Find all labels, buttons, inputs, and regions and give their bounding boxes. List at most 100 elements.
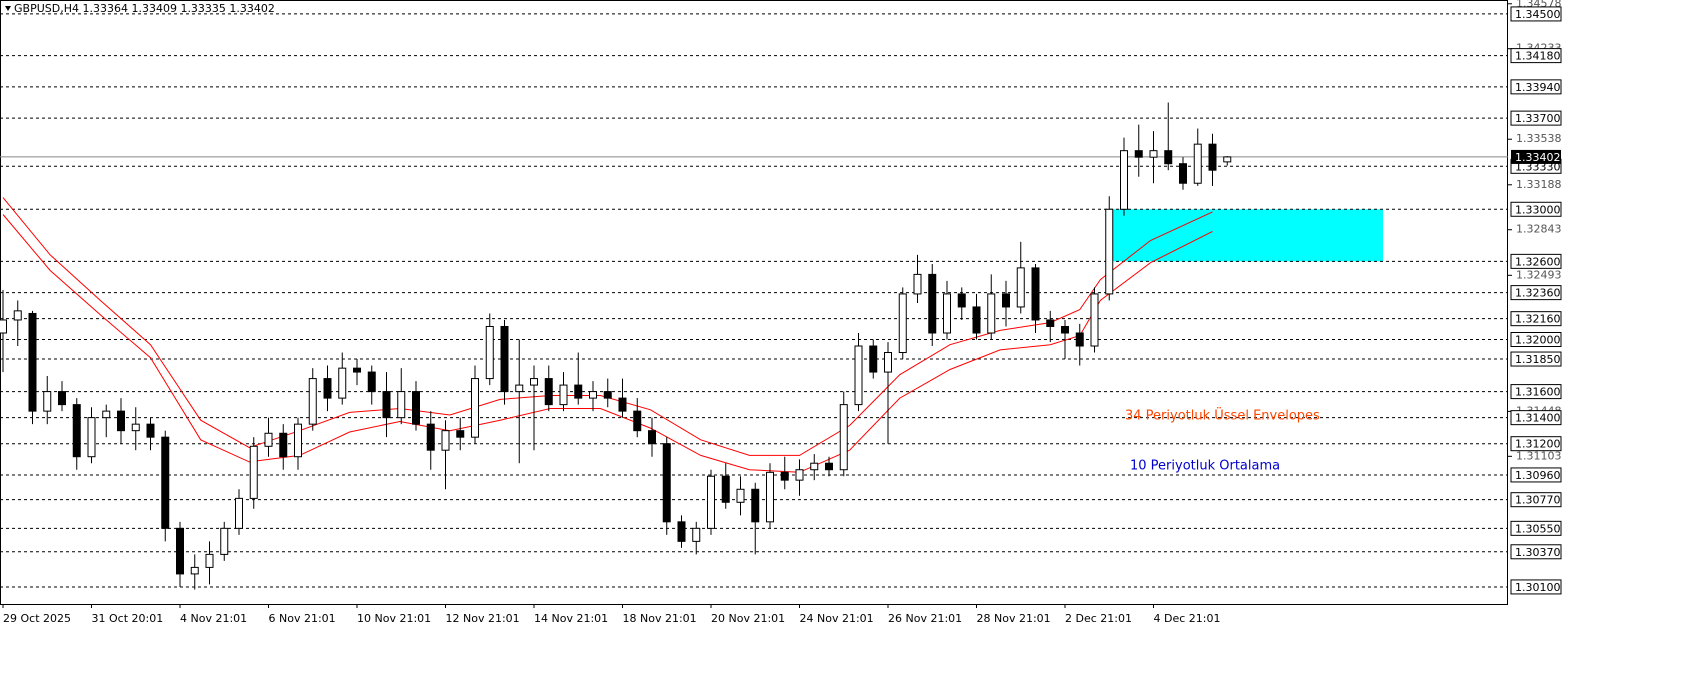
candle-body [500, 325, 509, 393]
candle-body [603, 391, 612, 399]
candle-body [1016, 267, 1025, 308]
x-tick-label: 2 Dec 21:01 [1065, 612, 1132, 625]
candle-body [323, 378, 332, 399]
x-tick-label: 26 Nov 21:01 [888, 612, 962, 625]
candle-body [1134, 150, 1143, 158]
level-label: 1.32160 [1515, 313, 1561, 326]
level-label: 1.31850 [1515, 353, 1561, 366]
candle-body [249, 445, 258, 499]
candle-body [751, 488, 760, 523]
x-tick-label: 20 Nov 21:01 [711, 612, 785, 625]
candle-body [825, 462, 833, 471]
level-box [1510, 6, 1562, 22]
candle-body [0, 319, 7, 334]
y-tick-label: 1.32493 [1516, 268, 1562, 281]
candle-body [1193, 143, 1202, 184]
level-box [1510, 384, 1562, 400]
level-box [1510, 351, 1562, 367]
candle-body [1090, 293, 1099, 347]
candle-body [146, 423, 155, 438]
chart-header: GBPUSD,H4 1.33364 1.33409 1.33335 1.3340… [14, 2, 275, 15]
candle-body [648, 430, 656, 445]
candle-body [1208, 143, 1217, 171]
price-label: 1.33402 [1515, 151, 1561, 164]
candle-body [854, 345, 863, 406]
candle-body [426, 423, 435, 451]
candle-body [1075, 332, 1084, 347]
candle-body [721, 475, 730, 503]
level-box [1510, 436, 1562, 452]
candle-body [471, 378, 479, 438]
annotation: 34 Periyotluk Üssel Envelopes [1125, 407, 1320, 424]
candle-body [530, 378, 538, 386]
candle-body [205, 553, 214, 568]
candle-body [677, 521, 686, 542]
x-tick-label: 10 Nov 21:01 [357, 612, 431, 625]
level-label: 1.33700 [1515, 112, 1561, 125]
level-label: 1.31600 [1515, 386, 1561, 399]
level-box [1510, 253, 1562, 269]
envelope-line [2, 214, 1213, 473]
candle-body [1179, 163, 1187, 184]
y-tick-label: 1.33188 [1516, 178, 1562, 191]
level-label: 1.30550 [1515, 522, 1561, 535]
candle-body [559, 384, 568, 406]
level-label: 1.33000 [1515, 203, 1561, 216]
zone [1109, 209, 1384, 262]
candle-body [544, 378, 553, 406]
level-label: 1.31400 [1515, 412, 1561, 425]
candle-body [839, 404, 848, 471]
candle-body [397, 391, 406, 419]
candle-body [102, 410, 111, 419]
candle-body [131, 423, 140, 432]
candle-body [117, 410, 125, 432]
level-box [1510, 520, 1562, 536]
candle-body [1223, 156, 1232, 163]
x-tick-label: 4 Dec 21:01 [1154, 612, 1221, 625]
y-tick-label: 1.31103 [1516, 449, 1562, 462]
y-tick-label: 1.33538 [1516, 132, 1562, 145]
x-tick-label: 4 Nov 21:01 [180, 612, 247, 625]
candle-body [190, 566, 199, 575]
candle-body [913, 273, 922, 295]
candle-body [1164, 150, 1173, 165]
candle-body [810, 462, 819, 471]
annotation: 10 Periyotluk Ortalama [1130, 459, 1280, 474]
candle-body [884, 352, 892, 373]
candle-body [618, 397, 627, 412]
candle-body [780, 471, 789, 481]
level-label: 1.32600 [1515, 255, 1561, 268]
level-box [1510, 467, 1562, 483]
level-box [1510, 579, 1562, 595]
level-label: 1.30100 [1515, 581, 1561, 594]
candle-body [707, 475, 715, 529]
candle-body [928, 273, 937, 334]
candle-body [662, 443, 671, 523]
level-label: 1.34180 [1515, 50, 1561, 63]
candle-body [176, 527, 184, 575]
level-box [1510, 332, 1562, 348]
x-tick-label: 29 Oct 2025 [3, 612, 71, 625]
candle-body [264, 432, 273, 447]
price-box [1511, 149, 1561, 164]
level-label: 1.30770 [1515, 494, 1561, 507]
candle-body [220, 527, 229, 555]
candle-body [456, 430, 465, 438]
candle-body [869, 345, 878, 373]
candle-body [294, 423, 302, 458]
y-tick-label: 1.32843 [1516, 223, 1562, 236]
candle-body [515, 384, 524, 393]
candle-body [308, 378, 317, 425]
candle-body [161, 436, 170, 529]
candle-body [898, 293, 907, 354]
candle-body [1120, 150, 1128, 210]
level-label: 1.30960 [1515, 469, 1561, 482]
candle-body [574, 384, 583, 399]
level-box [1510, 201, 1562, 217]
level-label: 1.30370 [1515, 546, 1561, 559]
level-box [1510, 492, 1562, 508]
x-tick-label: 28 Nov 21:01 [977, 612, 1051, 625]
candle-body [1002, 293, 1010, 308]
level-box [1510, 311, 1562, 327]
